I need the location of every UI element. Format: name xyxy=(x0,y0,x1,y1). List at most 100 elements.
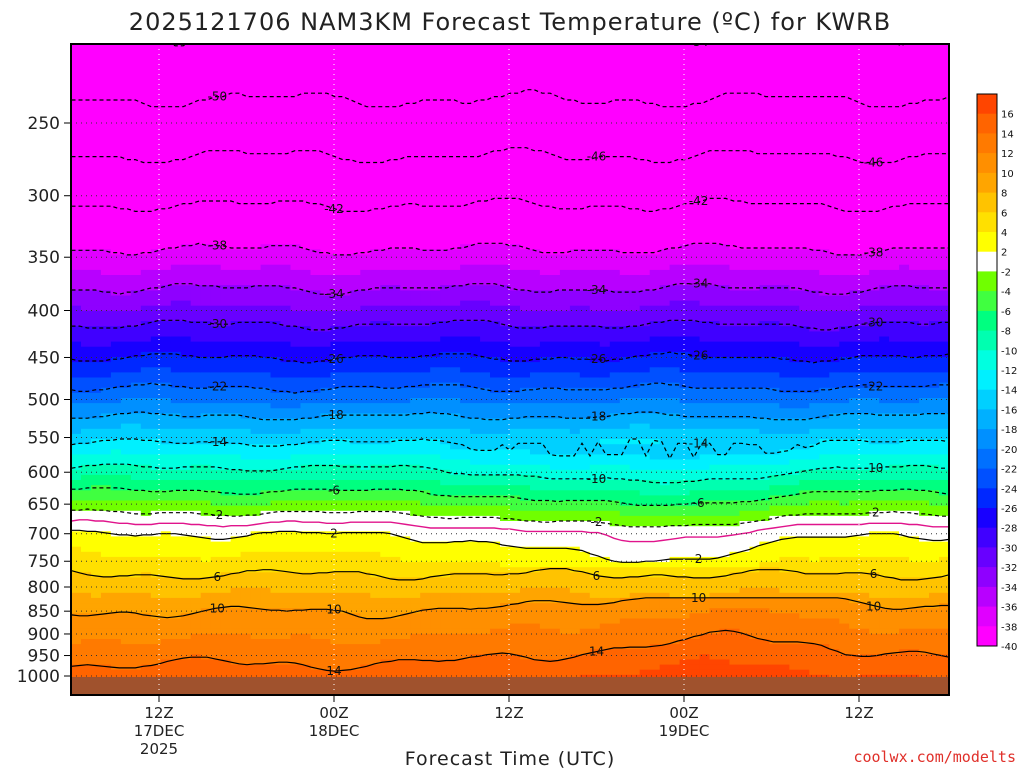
temperature-cell xyxy=(160,300,172,307)
temperature-cell xyxy=(91,95,102,102)
temperature-cell xyxy=(330,146,341,153)
temperature-cell xyxy=(180,54,192,61)
temperature-cell xyxy=(350,136,361,143)
temperature-cell xyxy=(180,100,192,107)
temperature-cell xyxy=(420,654,431,660)
temperature-cell xyxy=(350,49,361,56)
temperature-cell xyxy=(100,562,112,568)
temperature-cell xyxy=(370,295,381,302)
temperature-cell xyxy=(400,249,411,255)
temperature-cell xyxy=(170,213,182,220)
temperature-cell xyxy=(330,398,341,404)
temperature-cell xyxy=(180,536,192,543)
temperature-cell xyxy=(440,531,451,537)
temperature-cell xyxy=(370,280,381,286)
temperature-cell xyxy=(210,259,222,266)
temperature-cell xyxy=(270,69,282,76)
temperature-cell xyxy=(280,521,292,527)
temperature-cell xyxy=(190,182,202,189)
temperature-cell xyxy=(320,116,331,122)
temperature-cell xyxy=(140,454,152,461)
temperature-cell xyxy=(200,490,212,496)
temperature-cell xyxy=(280,269,292,276)
temperature-cell xyxy=(270,546,282,553)
temperature-cell xyxy=(380,305,391,312)
temperature-cell xyxy=(240,577,252,584)
temperature-cell xyxy=(270,413,282,420)
temperature-cell xyxy=(91,372,102,379)
temperature-cell xyxy=(81,75,92,81)
temperature-cell xyxy=(160,433,172,440)
temperature-cell xyxy=(160,141,172,148)
temperature-cell xyxy=(330,126,341,132)
temperature-cell xyxy=(71,131,82,138)
temperature-cell xyxy=(81,321,92,327)
temperature-cell xyxy=(230,628,242,635)
temperature-cell xyxy=(140,90,152,97)
temperature-cell xyxy=(260,131,272,138)
temperature-cell xyxy=(130,131,142,138)
temperature-cell xyxy=(390,326,401,332)
temperature-cell xyxy=(150,639,162,645)
temperature-cell xyxy=(370,418,381,425)
temperature-cell xyxy=(370,116,381,122)
temperature-cell xyxy=(200,310,212,317)
temperature-cell xyxy=(320,269,331,276)
temperature-cell xyxy=(240,654,252,660)
temperature-cell xyxy=(270,639,282,645)
temperature-cell xyxy=(91,367,102,373)
temperature-cell xyxy=(100,521,112,527)
temperature-cell xyxy=(130,146,142,153)
temperature-cell xyxy=(200,136,212,143)
temperature-cell xyxy=(360,562,371,568)
temperature-cell xyxy=(71,567,82,573)
temperature-cell xyxy=(150,372,162,379)
temperature-cell xyxy=(170,69,182,76)
temperature-cell xyxy=(230,228,242,235)
temperature-cell xyxy=(350,218,361,225)
temperature-cell xyxy=(150,449,162,455)
temperature-cell xyxy=(190,300,202,307)
temperature-cell xyxy=(380,162,391,168)
temperature-cell xyxy=(280,193,292,199)
temperature-cell xyxy=(170,603,182,609)
temperature-cell xyxy=(340,613,351,619)
temperature-cell xyxy=(260,413,272,420)
temperature-cell xyxy=(290,649,302,655)
temperature-cell xyxy=(200,659,212,666)
temperature-cell xyxy=(140,264,152,271)
temperature-cell xyxy=(430,551,441,558)
temperature-cell xyxy=(270,254,282,261)
temperature-cell xyxy=(330,413,341,420)
temperature-cell xyxy=(110,208,122,214)
temperature-cell xyxy=(71,541,82,548)
temperature-cell xyxy=(250,95,262,102)
temperature-cell xyxy=(340,577,351,584)
temperature-cell xyxy=(81,372,92,379)
temperature-cell xyxy=(260,198,272,204)
temperature-cell xyxy=(240,536,252,543)
temperature-cell xyxy=(200,187,212,194)
temperature-cell xyxy=(310,510,322,517)
temperature-cell xyxy=(370,423,381,430)
temperature-cell xyxy=(160,121,172,127)
temperature-cell xyxy=(170,392,182,399)
temperature-cell xyxy=(130,305,142,312)
temperature-cell xyxy=(210,654,222,660)
temperature-cell xyxy=(440,546,451,553)
temperature-cell xyxy=(410,659,421,666)
temperature-cell xyxy=(100,280,112,286)
temperature-cell xyxy=(350,141,361,148)
temperature-cell xyxy=(190,264,202,271)
temperature-cell xyxy=(380,490,391,496)
temperature-cell xyxy=(330,228,341,235)
temperature-cell xyxy=(370,433,381,440)
temperature-cell xyxy=(170,346,182,353)
temperature-cell xyxy=(100,362,112,368)
temperature-cell xyxy=(280,413,292,420)
temperature-cell xyxy=(100,613,112,619)
temperature-cell xyxy=(240,208,252,214)
temperature-cell xyxy=(340,418,351,425)
temperature-cell xyxy=(370,392,381,399)
temperature-cell xyxy=(380,418,391,425)
